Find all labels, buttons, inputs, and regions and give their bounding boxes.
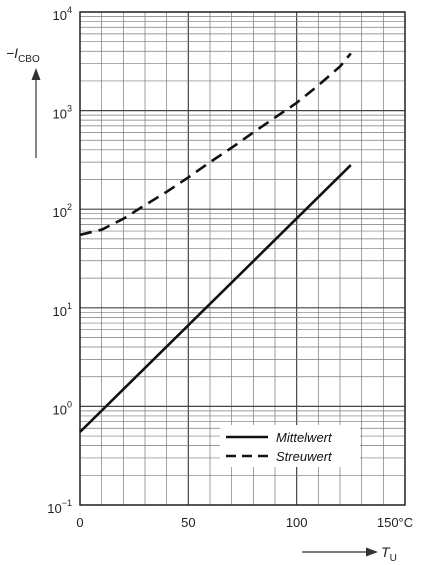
y-axis-label: −ICBO <box>6 45 40 65</box>
plot-frame <box>79 11 406 506</box>
series-line-streuwert <box>79 52 352 237</box>
grid <box>79 11 406 506</box>
tick-labels: 0 50 100 150°C 10−1 100 101 102 103 104 <box>47 5 413 530</box>
axis-labels: −ICBO TU <box>6 45 397 564</box>
x-tick-label: 150°C <box>377 515 413 530</box>
series-line-mittelwert <box>79 164 352 433</box>
y-tick-label: 102 <box>53 202 72 220</box>
y-tick-label: 104 <box>53 5 72 23</box>
legend-label-mittelwert: Mittelwert <box>276 430 333 445</box>
y-tick-label: 100 <box>53 399 72 417</box>
x-axis-arrow-head <box>366 547 378 557</box>
y-tick-label: 101 <box>53 301 72 319</box>
x-tick-label: 50 <box>181 515 195 530</box>
x-tick-label: 0 <box>76 515 83 530</box>
y-axis-arrow-head <box>31 68 41 80</box>
x-tick-label: 100 <box>286 515 308 530</box>
x-axis-label: TU <box>381 544 397 564</box>
series-layer <box>79 52 352 433</box>
y-tick-label: 10−1 <box>47 498 72 516</box>
legend: Mittelwert Streuwert <box>220 425 360 467</box>
y-tick-label: 103 <box>53 104 72 122</box>
legend-label-streuwert: Streuwert <box>276 449 333 464</box>
legend-box <box>220 425 360 467</box>
